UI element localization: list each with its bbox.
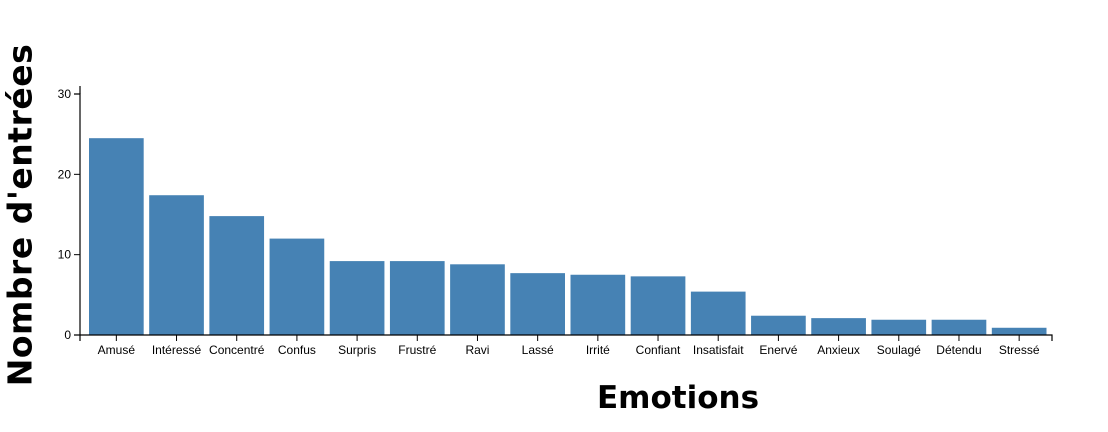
x-tick-label: Enervé [759,343,797,357]
bar-15 [991,327,1047,335]
x-axis: Amusé Intéressé Concentré Confus Surpris Frus… [79,334,1053,357]
x-tick-label: Intéressé [152,343,202,357]
y-axis: 0 10 20 30 [58,86,81,342]
bar-0 [89,138,144,335]
bar-8 [570,274,626,335]
bar-14 [931,319,987,335]
bar-1 [149,195,204,335]
bar-9 [630,276,686,335]
bars [89,138,1047,335]
y-tick-label: 30 [58,87,72,101]
x-tick-label: Insatisfait [693,343,744,357]
y-axis-title: Nombre d'entrées [0,43,40,387]
y-axis-line [74,93,81,336]
x-tick-label: Lassé [522,343,554,357]
x-tick-label: Concentré [209,343,265,357]
bar-12 [811,318,866,335]
bar-2 [209,216,265,335]
x-axis-title: Emotions [596,380,760,416]
bar-13 [871,319,927,335]
x-tick-label: Confus [278,343,316,357]
x-tick-label: Frustré [398,343,436,357]
x-tick-label: Ravi [465,343,489,357]
x-tick-label: Soulagé [877,343,921,357]
x-tick-label: Surpris [338,343,376,357]
x-tick-label: Stressé [999,343,1040,357]
x-tick-label: Irrité [586,343,610,357]
x-tick-label: Anxieux [817,343,860,357]
bar-6 [450,264,505,335]
bar-7 [510,273,565,335]
bar-3 [269,238,325,335]
x-tick-label: Détendu [936,343,981,357]
x-tick-label: Amusé [98,343,136,357]
bar-5 [389,261,445,335]
y-tick-label: 20 [58,167,72,181]
x-tick-label: Confiant [636,343,681,357]
y-tick-label: 10 [58,248,72,262]
bar-11 [751,315,806,335]
y-tick-label: 0 [64,328,71,342]
bar-4 [329,261,385,335]
bar-10 [690,291,746,335]
x-axis-line [79,334,1053,341]
